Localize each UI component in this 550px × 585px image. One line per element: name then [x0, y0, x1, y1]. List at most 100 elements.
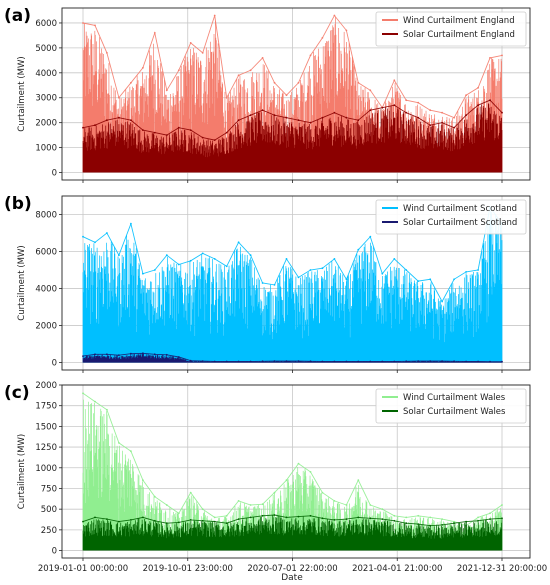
- plot-frame: [61, 195, 531, 371]
- y-tick-label: 2000: [35, 322, 57, 332]
- data-point: [106, 408, 108, 411]
- data-point: [369, 517, 372, 520]
- data-point: [441, 360, 443, 362]
- data-point: [417, 116, 420, 119]
- data-point: [381, 272, 384, 275]
- panel-1: 0 1000 2000 3000 4000 5000 6000 Curtailment (MW…: [4, 6, 531, 183]
- y-tick-label: 6000: [35, 19, 57, 29]
- data-point: [489, 512, 491, 515]
- series-envelope: [82, 392, 503, 527]
- data-point: [165, 353, 168, 356]
- data-point: [189, 42, 192, 44]
- panel-2: 0 2000 4000 6000 8000 Curtailment (MW) (b) Wind…: [4, 194, 531, 373]
- data-point: [441, 300, 443, 303]
- data-point: [369, 89, 372, 92]
- data-point: [357, 360, 360, 363]
- data-point: [285, 116, 288, 119]
- data-point: [393, 104, 396, 107]
- data-point: [345, 29, 348, 32]
- data-point: [106, 353, 108, 356]
- data-point: [465, 271, 467, 273]
- data-point: [321, 116, 324, 119]
- data-point: [501, 360, 503, 363]
- data-point: [333, 360, 336, 363]
- data-point: [189, 259, 192, 262]
- data-point: [357, 119, 360, 122]
- data-point: [357, 479, 360, 482]
- data-point: [94, 124, 96, 127]
- y-tick-label: 4000: [35, 69, 57, 79]
- data-point: [393, 360, 396, 363]
- data-point: [261, 503, 264, 506]
- data-point: [369, 109, 372, 112]
- data-point: [249, 360, 252, 363]
- data-point: [285, 94, 288, 97]
- x-axis: 2019-01-01 00:00:00 2019-10-01 23:00:00 20…: [38, 564, 547, 574]
- data-point: [261, 514, 264, 517]
- data-point: [297, 276, 300, 279]
- data-point: [153, 131, 156, 134]
- data-point: [106, 119, 108, 122]
- data-point: [321, 491, 324, 494]
- data-point: [118, 254, 120, 257]
- data-point: [297, 462, 300, 465]
- data-point: [225, 265, 228, 268]
- data-point: [273, 360, 276, 362]
- data-point: [201, 136, 204, 139]
- data-point: [94, 400, 96, 403]
- x-tick-label: 2020-07-01 22:00:00: [247, 564, 337, 574]
- series-solar-curtailment-scotland: [82, 352, 503, 363]
- data-point: [201, 360, 204, 362]
- data-point: [225, 360, 228, 363]
- data-point: [189, 129, 192, 132]
- data-point: [429, 124, 432, 127]
- data-point: [118, 442, 120, 444]
- data-point: [94, 24, 96, 27]
- series-spikes: [82, 103, 503, 173]
- data-point: [153, 353, 156, 356]
- data-point: [153, 495, 156, 498]
- data-point: [465, 94, 467, 97]
- data-point: [249, 254, 252, 257]
- data-point: [225, 131, 228, 134]
- data-point: [333, 14, 336, 17]
- data-point: [465, 520, 467, 523]
- legend: Wind Curtailment Wales Solar Curtailment …: [375, 388, 527, 424]
- data-point: [345, 518, 348, 520]
- data-point: [381, 106, 384, 109]
- panel-label: (b): [4, 194, 32, 214]
- data-point: [118, 354, 120, 357]
- data-point: [417, 101, 420, 104]
- series-spikes: [82, 353, 503, 363]
- data-point: [309, 471, 312, 473]
- data-point: [177, 69, 180, 72]
- data-point: [453, 520, 455, 523]
- data-point: [489, 57, 491, 59]
- data-point: [273, 284, 276, 286]
- data-point: [297, 515, 300, 518]
- data-point: [130, 450, 132, 453]
- series-solar-curtailment-wales: [82, 514, 503, 551]
- y-tick-label: 6000: [35, 248, 57, 258]
- data-point: [106, 232, 108, 234]
- data-point: [142, 516, 144, 519]
- y-tick-label: 2000: [35, 381, 57, 391]
- data-point: [130, 519, 132, 521]
- y-axis-label: Curtailment (MW): [17, 56, 27, 131]
- data-point: [153, 519, 156, 522]
- data-point: [273, 81, 276, 84]
- data-point: [237, 74, 240, 77]
- data-point: [309, 54, 312, 57]
- data-point: [82, 235, 84, 238]
- data-point: [501, 504, 503, 506]
- data-point: [333, 111, 336, 114]
- legend: Wind Curtailment England Solar Curtailmen…: [375, 11, 527, 47]
- data-point: [417, 280, 420, 282]
- y-tick-label: 500: [41, 505, 57, 515]
- data-point: [453, 522, 455, 525]
- data-point: [225, 96, 228, 99]
- data-point: [273, 114, 276, 117]
- data-point: [201, 519, 204, 522]
- data-point: [453, 278, 455, 281]
